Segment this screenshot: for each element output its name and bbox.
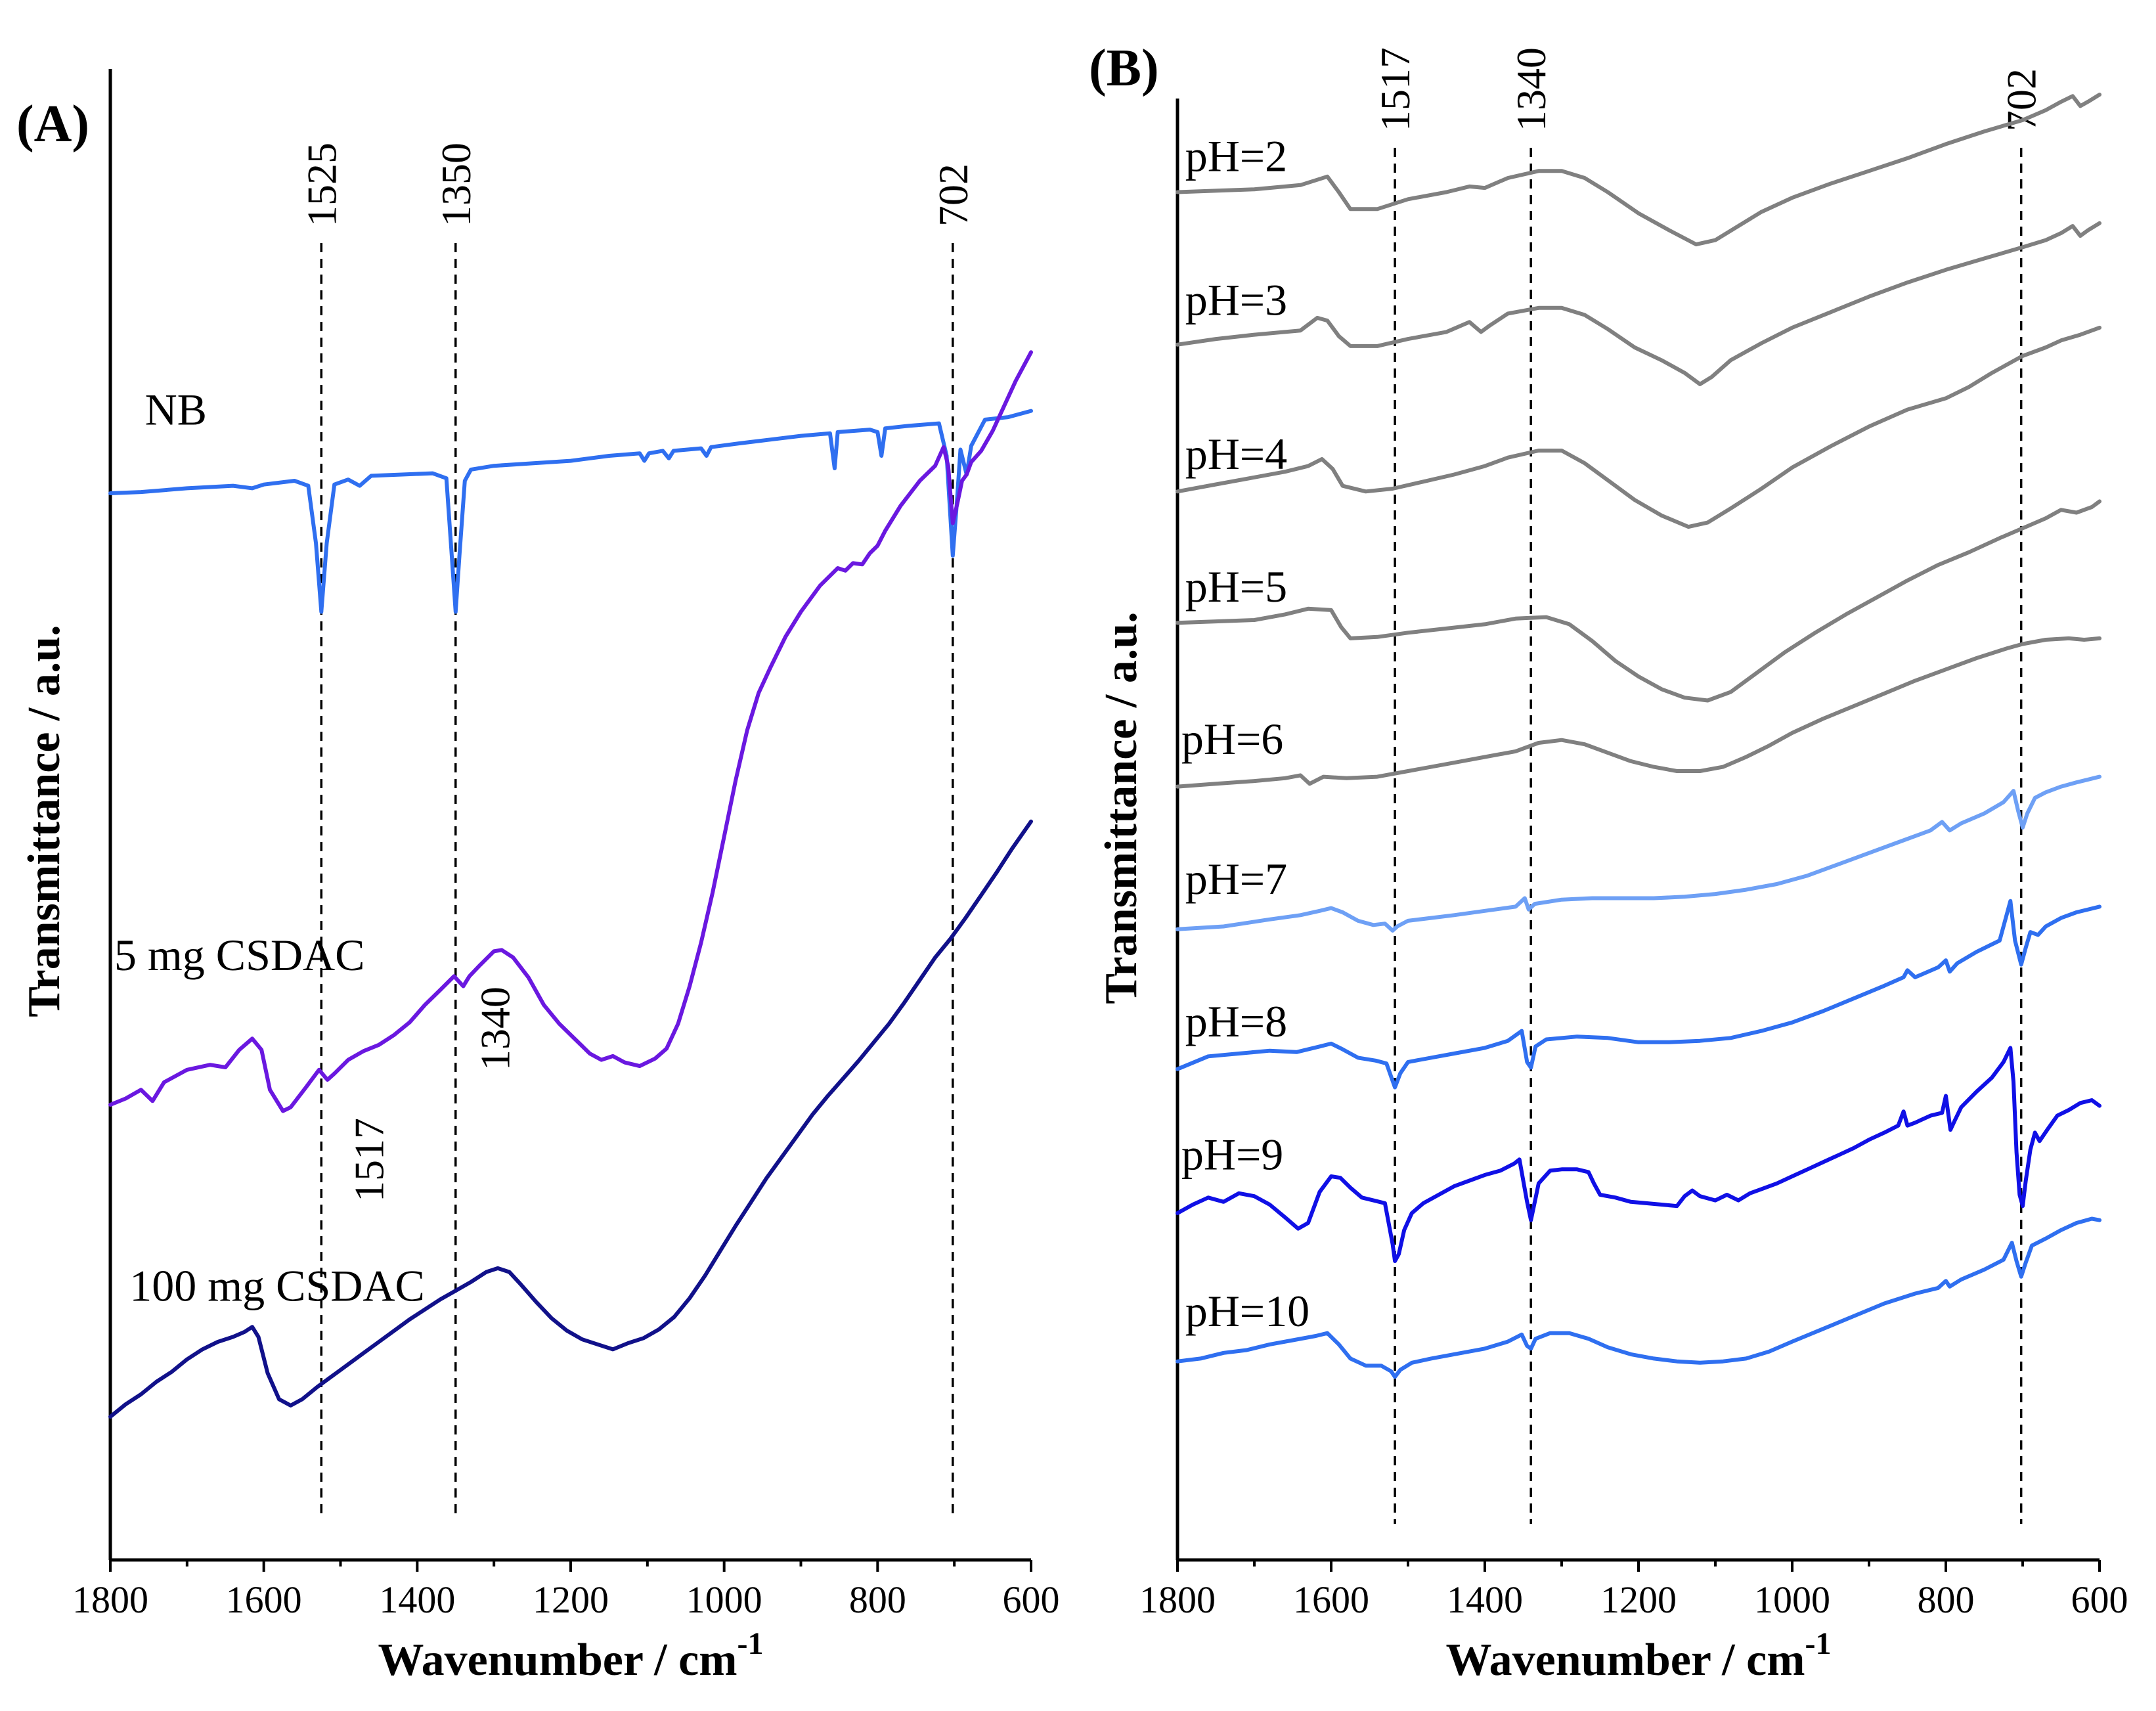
x-tick-label: 1600 [1293, 1578, 1369, 1621]
series-label: 5 mg CSDAC [114, 930, 365, 980]
y-axis-title: Transmittance / a.u. [1096, 611, 1147, 1004]
series-label: pH=5 [1185, 562, 1287, 611]
series-line-ph-7 [1176, 774, 2101, 933]
panel-label: (B) [1089, 39, 1159, 97]
series-line-ph-8 [1176, 899, 2101, 1090]
series-line-ph-5 [1176, 499, 2101, 703]
series-line-5-mg-csdac [108, 350, 1033, 1113]
series-line-100-mg-csdac [108, 819, 1033, 1419]
series-label: pH=4 [1185, 429, 1287, 479]
series-label: 100 mg CSDAC [129, 1260, 425, 1310]
panel-a: (A) 1800 1600 1400 1200 1000 800 600 Wavenumber … [16, 69, 1060, 1685]
x-tick-label: 600 [2071, 1578, 2128, 1621]
series-line-ph-4 [1176, 325, 2101, 529]
series-label: pH=10 [1185, 1286, 1309, 1336]
x-axis-title-text: Wavenumber / cm [378, 1635, 737, 1685]
x-axis-title-superscript: -1 [1805, 1626, 1832, 1661]
x-axis-title-text: Wavenumber / cm [1446, 1635, 1805, 1685]
marker-label-1350: 1350 [433, 143, 479, 227]
series-label: pH=3 [1185, 275, 1287, 325]
x-axis-title: Wavenumber / cm-1 [378, 1626, 764, 1685]
x-tick-label: 800 [1918, 1578, 1975, 1621]
series-label: pH=8 [1185, 996, 1287, 1046]
series-line-nb [108, 409, 1033, 614]
x-tick-label: 1800 [72, 1578, 148, 1621]
x-tick-label: 1200 [1600, 1578, 1677, 1621]
marker-label-1517: 1517 [1372, 47, 1419, 131]
panel-b: (B) 1800 1600 1400 1200 1000 800 600 Wavenumber … [1089, 39, 2128, 1685]
x-axis-title-superscript: -1 [737, 1626, 764, 1661]
series-label: pH=7 [1185, 854, 1287, 904]
series-label: pH=9 [1181, 1129, 1283, 1179]
marker-label-1525: 1525 [298, 143, 345, 227]
series-line-ph-3 [1176, 221, 2101, 386]
marker-label-1340: 1340 [1508, 47, 1554, 131]
series-line-ph-6 [1176, 636, 2101, 789]
series-label: NB [145, 385, 207, 435]
series-line-ph-2 [1176, 93, 2101, 247]
annotation-1340: 1340 [472, 987, 518, 1071]
x-tick-label: 800 [849, 1578, 906, 1621]
x-tick-label: 1000 [686, 1578, 762, 1621]
x-tick-label: 1000 [1754, 1578, 1830, 1621]
x-tick-label: 1800 [1139, 1578, 1216, 1621]
series-label: pH=6 [1181, 714, 1283, 764]
marker-label-702: 702 [930, 164, 977, 227]
annotation-1517: 1517 [346, 1118, 393, 1202]
series-label: pH=2 [1185, 131, 1287, 181]
series-line-ph-10 [1176, 1216, 2101, 1379]
series-line-ph-9 [1176, 1046, 2101, 1263]
x-tick-label: 1400 [379, 1578, 455, 1621]
panel-label: (A) [16, 95, 89, 153]
y-axis-title: Transmittance / a.u. [19, 625, 70, 1017]
x-tick-label: 1400 [1447, 1578, 1523, 1621]
x-axis-title: Wavenumber / cm-1 [1446, 1626, 1832, 1685]
x-tick-label: 1600 [226, 1578, 302, 1621]
x-tick-label: 1200 [533, 1578, 609, 1621]
x-tick-label: 600 [1003, 1578, 1060, 1621]
